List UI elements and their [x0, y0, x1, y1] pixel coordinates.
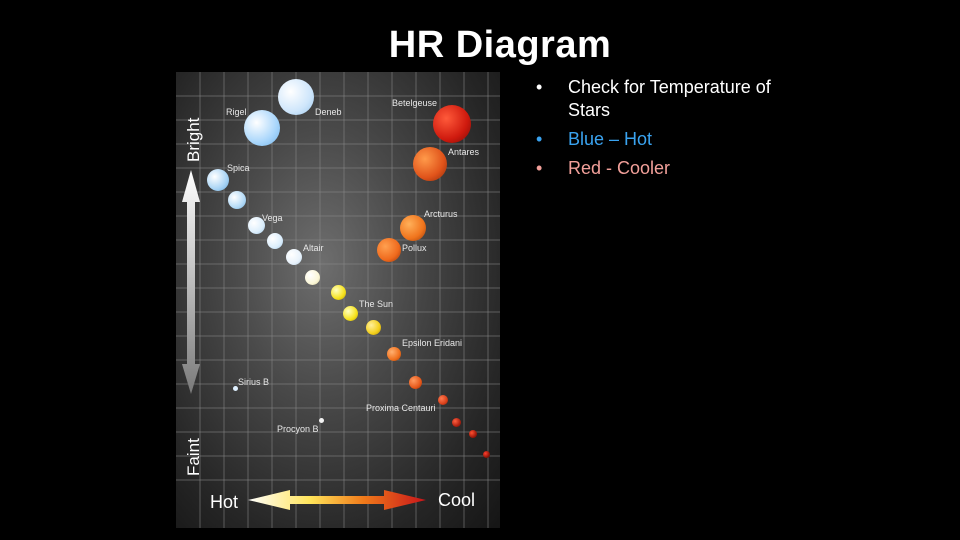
star-pollux: [377, 238, 401, 262]
star-label-deneb: Deneb: [315, 107, 342, 117]
axis-label-cool: Cool: [438, 490, 476, 510]
star-label-procyon-b: Procyon B: [277, 424, 319, 434]
star-betelgeuse: [433, 105, 471, 143]
brightness-arrow: [182, 170, 200, 394]
star-proxima-centauri: [438, 395, 448, 405]
star-rigel: [244, 110, 280, 146]
star-label-epsilon-eridani: Epsilon Eridani: [402, 338, 463, 348]
bullet-blue-hot: • Blue – Hot: [530, 128, 790, 151]
bullet-list: • Check for Temperature of Stars • Blue …: [530, 76, 790, 186]
bullet-text: Check for Temperature of Stars: [568, 77, 771, 120]
slide-title: HR Diagram: [388, 24, 612, 66]
star-vega: [248, 217, 265, 234]
star-unnamed-red-1: [452, 418, 461, 427]
star-unnamed-orange: [409, 376, 422, 389]
bullet-temperature: • Check for Temperature of Stars: [530, 76, 790, 122]
star-unnamed-blue-1: [228, 191, 246, 209]
star-unnamed-yellow-1: [331, 285, 346, 300]
axis-label-faint: Faint: [184, 438, 203, 476]
star-label-pollux: Pollux: [402, 243, 427, 253]
bullet-dot: •: [536, 158, 543, 178]
star-arcturus: [400, 215, 426, 241]
star-epsilon-eridani: [387, 347, 401, 361]
bullet-text: Red - Cooler: [568, 158, 671, 178]
star-the-sun: [343, 306, 358, 321]
bullet-dot: •: [536, 129, 543, 149]
star-unnamed-yellow-2: [366, 320, 381, 335]
bullet-dot: •: [536, 77, 543, 97]
star-label-rigel: Rigel: [226, 107, 247, 117]
star-altair: [286, 249, 302, 265]
star-unnamed-blue-2: [267, 233, 283, 249]
star-unnamed-white: [305, 270, 320, 285]
star-deneb: [278, 79, 314, 115]
axis-label-bright: Bright: [184, 117, 203, 162]
bullet-red-cooler: • Red - Cooler: [530, 157, 790, 180]
star-unnamed-red-2: [469, 430, 477, 438]
star-label-arcturus: Arcturus: [424, 209, 458, 219]
star-spica: [207, 169, 229, 191]
star-label-proxima-centauri: Proxima Centauri: [366, 403, 436, 413]
star-unnamed-red-3: [483, 451, 490, 458]
star-procyon-b: [319, 418, 324, 423]
temperature-arrow: [248, 490, 426, 510]
hr-diagram: Bright Faint Hot Cool Rigel Deneb Betelg…: [176, 72, 500, 528]
star-label-altair: Altair: [303, 243, 324, 253]
bullet-text: Blue – Hot: [568, 129, 653, 149]
axis-label-hot: Hot: [210, 492, 239, 512]
star-sirius-b: [233, 386, 238, 391]
star-antares: [413, 147, 447, 181]
star-label-antares: Antares: [448, 147, 480, 157]
star-label-sirius-b: Sirius B: [238, 377, 270, 387]
grid-lines: [176, 72, 500, 528]
star-label-betelgeuse: Betelgeuse: [392, 98, 438, 108]
star-label-spica: Spica: [227, 163, 250, 173]
star-label-the-sun: The Sun: [359, 299, 394, 309]
star-label-vega: Vega: [262, 213, 283, 223]
